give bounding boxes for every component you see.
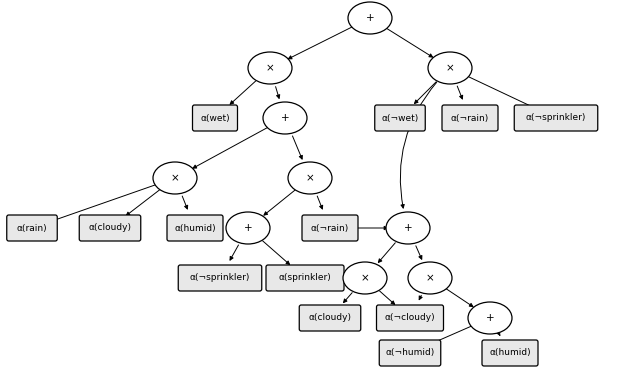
Ellipse shape <box>263 102 307 134</box>
FancyBboxPatch shape <box>266 265 344 291</box>
FancyBboxPatch shape <box>302 215 358 241</box>
Text: +: + <box>281 113 289 123</box>
Text: α(¬rain): α(¬rain) <box>451 113 489 123</box>
Text: α(¬rain): α(¬rain) <box>311 223 349 233</box>
Text: α(¬wet): α(¬wet) <box>381 113 419 123</box>
FancyBboxPatch shape <box>300 305 361 331</box>
Text: α(wet): α(wet) <box>200 113 230 123</box>
Text: α(¬sprinkler): α(¬sprinkler) <box>526 113 586 123</box>
Ellipse shape <box>248 52 292 84</box>
Text: α(cloudy): α(cloudy) <box>308 314 351 322</box>
Ellipse shape <box>226 212 270 244</box>
Text: ×: × <box>266 63 275 73</box>
Text: ×: × <box>171 173 179 183</box>
Text: ×: × <box>360 273 369 283</box>
Ellipse shape <box>468 302 512 334</box>
Ellipse shape <box>386 212 430 244</box>
FancyBboxPatch shape <box>376 305 444 331</box>
Text: ×: × <box>426 273 435 283</box>
Text: α(rain): α(rain) <box>17 223 47 233</box>
Text: +: + <box>244 223 252 233</box>
Ellipse shape <box>288 162 332 194</box>
Text: α(sprinkler): α(sprinkler) <box>278 273 332 283</box>
Text: +: + <box>486 313 494 323</box>
Text: α(¬cloudy): α(¬cloudy) <box>385 314 435 322</box>
Text: ×: × <box>306 173 314 183</box>
FancyBboxPatch shape <box>179 265 262 291</box>
Text: α(humid): α(humid) <box>174 223 216 233</box>
Ellipse shape <box>153 162 197 194</box>
Text: α(humid): α(humid) <box>489 348 531 357</box>
FancyBboxPatch shape <box>380 340 441 366</box>
FancyBboxPatch shape <box>167 215 223 241</box>
Ellipse shape <box>428 52 472 84</box>
FancyBboxPatch shape <box>442 105 498 131</box>
FancyBboxPatch shape <box>193 105 237 131</box>
Text: +: + <box>404 223 412 233</box>
FancyBboxPatch shape <box>79 215 141 241</box>
Text: α(¬sprinkler): α(¬sprinkler) <box>190 273 250 283</box>
Text: +: + <box>365 13 374 23</box>
Text: ×: × <box>445 63 454 73</box>
Ellipse shape <box>343 262 387 294</box>
Ellipse shape <box>348 2 392 34</box>
Text: α(cloudy): α(cloudy) <box>88 223 131 233</box>
FancyBboxPatch shape <box>375 105 425 131</box>
FancyBboxPatch shape <box>482 340 538 366</box>
FancyBboxPatch shape <box>515 105 598 131</box>
FancyBboxPatch shape <box>7 215 57 241</box>
Text: α(¬humid): α(¬humid) <box>385 348 435 357</box>
Ellipse shape <box>408 262 452 294</box>
